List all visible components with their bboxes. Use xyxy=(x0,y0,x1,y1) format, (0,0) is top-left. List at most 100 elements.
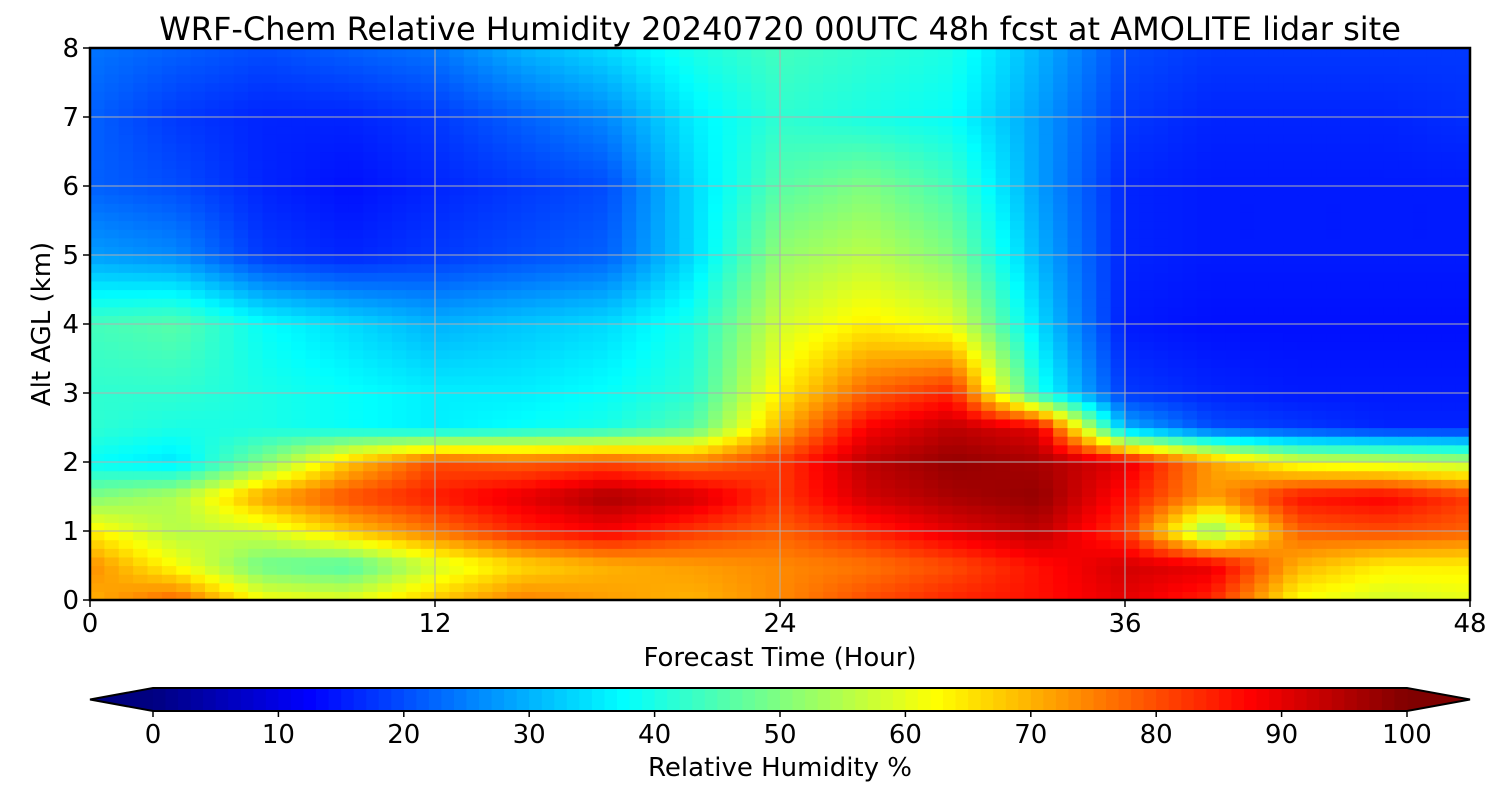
heatmap-cell xyxy=(1211,496,1227,506)
heatmap-cell xyxy=(708,358,724,368)
heatmap-cell xyxy=(90,324,105,334)
heatmap-cell xyxy=(492,384,508,394)
heatmap-cell xyxy=(1441,418,1457,429)
heatmap-cell xyxy=(147,349,163,360)
heatmap-cell xyxy=(291,280,307,291)
heatmap-cell xyxy=(1455,289,1471,299)
heatmap-cell xyxy=(1211,574,1227,584)
heatmap-cell xyxy=(478,263,494,273)
heatmap-cell xyxy=(176,358,192,368)
heatmap-cell xyxy=(420,393,436,403)
heatmap-cell xyxy=(305,444,321,454)
heatmap-cell xyxy=(650,229,666,239)
heatmap-cell xyxy=(1139,479,1155,489)
heatmap-cell xyxy=(938,306,954,316)
heatmap-cell xyxy=(1340,565,1356,575)
heatmap-cell xyxy=(176,332,192,342)
heatmap-cell xyxy=(1283,505,1299,515)
heatmap-cell xyxy=(708,349,724,360)
heatmap-cell xyxy=(751,582,767,592)
heatmap-cell xyxy=(1038,401,1054,411)
heatmap-cell xyxy=(1240,289,1255,299)
heatmap-cell xyxy=(1038,255,1054,265)
heatmap-cell xyxy=(909,306,925,316)
heatmap-cell xyxy=(305,531,321,541)
heatmap-cell xyxy=(650,332,666,342)
heatmap-cell xyxy=(161,220,177,230)
heatmap-cell xyxy=(478,358,494,368)
heatmap-cell xyxy=(1311,289,1327,299)
heatmap-cell xyxy=(923,186,939,196)
heatmap-cell xyxy=(1010,384,1025,394)
heatmap-cell xyxy=(406,289,422,299)
heatmap-cell xyxy=(1426,263,1442,273)
heatmap-cell xyxy=(923,203,939,213)
heatmap-cell xyxy=(564,272,580,282)
heatmap-cell xyxy=(1211,246,1227,256)
heatmap-cell xyxy=(377,306,393,316)
heatmap-cell xyxy=(233,168,249,178)
heatmap-cell xyxy=(765,280,781,291)
heatmap-cell xyxy=(1240,237,1255,247)
heatmap-cell xyxy=(1196,272,1212,282)
heatmap-cell xyxy=(952,375,968,385)
heatmap-cell xyxy=(104,177,120,187)
heatmap-cell xyxy=(1455,306,1471,316)
heatmap-cell xyxy=(1283,151,1299,161)
heatmap-cell xyxy=(1125,272,1140,282)
heatmap-cell xyxy=(521,298,537,308)
heatmap-cell xyxy=(1024,298,1040,308)
heatmap-cell xyxy=(780,341,795,351)
heatmap-cell xyxy=(1369,160,1385,170)
heatmap-cell xyxy=(348,315,364,325)
heatmap-cell xyxy=(219,548,235,558)
heatmap-cell xyxy=(607,582,623,592)
heatmap-cell xyxy=(880,410,896,420)
heatmap-cell xyxy=(1139,410,1155,420)
heatmap-cell xyxy=(320,229,335,239)
heatmap-cell xyxy=(219,418,235,429)
heatmap-cell xyxy=(233,375,249,385)
heatmap-cell xyxy=(995,401,1011,411)
heatmap-cell xyxy=(938,444,954,454)
heatmap-cell xyxy=(248,496,264,506)
heatmap-cell xyxy=(866,341,882,351)
heatmap-cell xyxy=(736,324,752,334)
heatmap-cell xyxy=(147,556,163,567)
heatmap-cell xyxy=(133,358,149,368)
heatmap-cell xyxy=(1110,229,1126,239)
heatmap-cell xyxy=(1441,393,1457,403)
heatmap-cell xyxy=(1412,470,1428,480)
heatmap-cell xyxy=(1081,349,1097,360)
heatmap-cell xyxy=(205,306,220,316)
heatmap-cell xyxy=(305,548,321,558)
heatmap-cell xyxy=(736,522,752,532)
heatmap-cell xyxy=(1369,444,1385,454)
heatmap-cell xyxy=(1081,375,1097,385)
heatmap-cell xyxy=(435,315,450,325)
heatmap-cell xyxy=(276,306,292,316)
heatmap-cell xyxy=(377,565,393,575)
heatmap-cell xyxy=(780,375,795,385)
heatmap-cell xyxy=(1053,229,1069,239)
heatmap-cell xyxy=(808,539,824,549)
heatmap-cell xyxy=(550,255,565,265)
heatmap-cell xyxy=(492,367,508,377)
heatmap-cell xyxy=(492,177,508,187)
heatmap-cell xyxy=(1441,591,1457,601)
heatmap-cell xyxy=(650,487,666,498)
heatmap-cell xyxy=(463,531,479,541)
heatmap-cell xyxy=(880,582,896,592)
heatmap-cell xyxy=(966,574,982,584)
heatmap-cell xyxy=(966,470,982,480)
heatmap-cell xyxy=(147,324,163,334)
heatmap-cell xyxy=(133,341,149,351)
heatmap-cell xyxy=(650,384,666,394)
heatmap-cell xyxy=(1125,237,1140,247)
heatmap-cell xyxy=(1297,298,1313,308)
heatmap-cell xyxy=(1340,177,1356,187)
heatmap-cell xyxy=(780,168,795,178)
heatmap-cell xyxy=(406,522,422,532)
heatmap-cell xyxy=(276,246,292,256)
heatmap-cell xyxy=(1053,401,1069,411)
